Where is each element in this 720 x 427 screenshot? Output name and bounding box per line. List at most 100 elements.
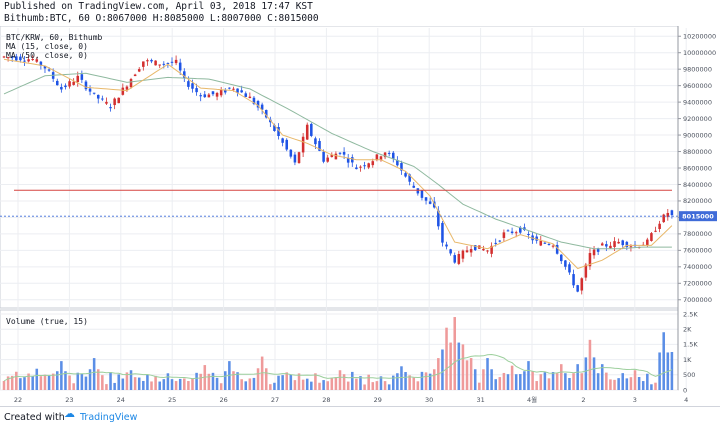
candle-body	[158, 64, 161, 66]
volume-bar	[211, 372, 215, 390]
volume-bar	[142, 380, 145, 390]
volume-bar	[351, 371, 354, 390]
volume-bar	[621, 373, 625, 390]
volume-bar	[64, 371, 67, 390]
volume-bar	[10, 375, 14, 390]
volume-bar	[637, 377, 641, 390]
volume-bar	[572, 373, 575, 390]
price-tick-label: 9000000	[683, 131, 712, 139]
volume-bar	[363, 384, 366, 390]
candle-body	[2, 56, 6, 58]
volume-bar	[92, 358, 96, 390]
chart-header: Published on TradingView.com, April 03, …	[0, 0, 720, 26]
candle-body	[301, 136, 305, 153]
candle-body	[125, 86, 129, 90]
candle-body	[346, 158, 350, 163]
volume-bar	[129, 370, 133, 390]
volume-bar	[80, 374, 84, 390]
volume-bar	[68, 375, 71, 390]
candle-body	[555, 244, 559, 254]
volume-bar	[555, 373, 559, 390]
candle-body	[109, 107, 112, 109]
volume-bar	[146, 374, 149, 390]
time-tick-label: 30	[425, 396, 433, 404]
time-tick-label: 25	[168, 396, 176, 404]
volume-bar	[334, 377, 338, 390]
candle-body	[27, 59, 30, 62]
candle-body	[396, 160, 399, 166]
volume-bar	[396, 373, 399, 390]
volume-bar	[482, 369, 485, 390]
candle-body	[514, 232, 518, 234]
candle-body	[351, 157, 354, 163]
volume-bar	[187, 381, 190, 390]
candle-body	[461, 250, 465, 259]
candle-body	[334, 153, 338, 160]
candle-body	[592, 249, 596, 256]
candle-body	[473, 245, 477, 251]
volume-bar	[322, 380, 325, 390]
candle-body	[650, 233, 653, 241]
volume-bars	[2, 317, 674, 390]
volume-bar	[273, 382, 276, 390]
candle-body	[613, 241, 616, 247]
volume-bar	[600, 364, 604, 390]
price-chart[interactable]: 10200000 10000000 9800000 9600000 9400000 920…	[0, 26, 720, 406]
candle-body	[244, 93, 248, 97]
candle-body	[207, 94, 211, 98]
volume-bar	[355, 378, 358, 390]
candle-body	[654, 230, 657, 232]
tradingview-logo-icon: ☁	[64, 407, 75, 420]
candle-body	[305, 124, 309, 140]
volume-bar	[236, 372, 239, 390]
candle-body	[588, 253, 592, 267]
candle-body	[260, 104, 264, 110]
candle-body	[137, 69, 141, 72]
candle-body	[482, 248, 485, 251]
volume-bar	[281, 375, 284, 390]
volume-bar	[559, 364, 563, 390]
volume-bar	[15, 371, 18, 390]
candle-body	[88, 88, 92, 92]
candle-body	[519, 227, 522, 233]
candle-body	[387, 152, 391, 154]
volume-bar	[6, 376, 10, 390]
volume-bar	[580, 373, 584, 390]
candle-body	[162, 63, 166, 65]
candle-body	[609, 245, 612, 249]
candle-body	[662, 214, 665, 223]
candle-body	[23, 60, 26, 62]
volume-bar	[629, 377, 633, 390]
legend-ma15: MA (15, close, 0)	[6, 42, 88, 51]
volume-bar	[76, 372, 80, 390]
candle-body	[273, 125, 276, 131]
volume-bar	[248, 378, 252, 390]
volume-bar	[326, 381, 329, 390]
candle-body	[670, 210, 674, 216]
candle-body	[113, 98, 116, 106]
candle-body	[605, 244, 608, 247]
volume-bar	[346, 381, 350, 390]
volume-bar	[609, 379, 612, 390]
tradingview-brand[interactable]: TradingView	[80, 412, 138, 423]
volume-bar	[412, 377, 416, 390]
candle-body	[35, 59, 39, 62]
candle-body	[105, 101, 108, 104]
volume-bar	[523, 371, 526, 390]
time-tick-label: 29	[374, 396, 382, 404]
candle-body	[92, 92, 96, 94]
candle-body	[203, 94, 207, 98]
volume-bar	[121, 378, 125, 390]
candle-body	[318, 140, 321, 151]
volume-bar	[605, 372, 608, 390]
candle-body	[547, 243, 551, 245]
volume-bar	[223, 371, 227, 390]
volume-bar	[105, 384, 108, 390]
candle-body	[6, 57, 10, 59]
candle-body	[572, 274, 575, 286]
candle-body	[400, 163, 403, 171]
volume-bar	[510, 365, 514, 390]
volume-bar	[191, 378, 194, 390]
candle-body	[625, 241, 629, 248]
candle-body	[211, 91, 215, 95]
